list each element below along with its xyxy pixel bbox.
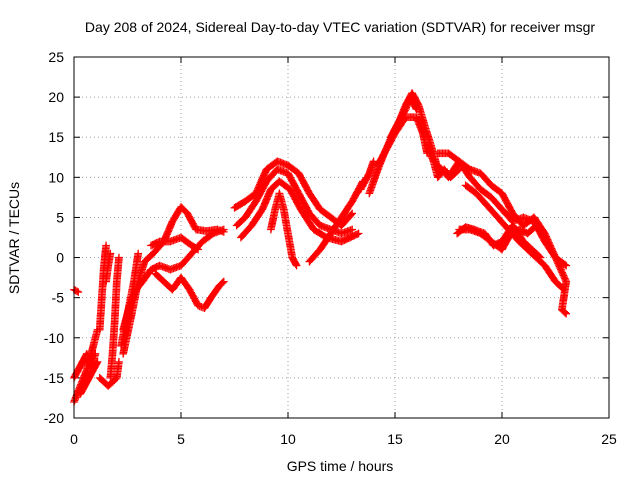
x-tick-label: 25 <box>601 431 617 447</box>
plus-markers <box>119 203 228 358</box>
plus-markers <box>76 357 102 398</box>
track-arc-13 <box>151 269 228 312</box>
track-arc-17 <box>267 189 301 270</box>
track-arc-4 <box>76 357 102 398</box>
x-tick-label: 10 <box>280 431 296 447</box>
x-axis-label: GPS time / hours <box>287 458 394 474</box>
plus-markers <box>70 285 83 296</box>
track-arc-1 <box>70 285 83 296</box>
track-arc-26 <box>461 181 568 294</box>
track-arc-28 <box>453 221 545 262</box>
x-tick-label: 20 <box>494 431 510 447</box>
plus-markers <box>365 93 421 198</box>
plus-markers <box>102 249 115 286</box>
track-arc-8 <box>106 253 123 382</box>
axis-ticks <box>73 56 610 419</box>
x-tick-label: 0 <box>70 431 78 447</box>
y-tick-label: 0 <box>56 250 64 266</box>
plus-markers <box>147 233 202 254</box>
y-tick-label: 5 <box>56 209 64 225</box>
plus-markers <box>106 253 123 382</box>
plus-markers <box>267 189 301 270</box>
x-tick-label: 15 <box>387 431 403 447</box>
plus-markers <box>151 269 228 312</box>
grid <box>74 57 609 418</box>
y-tick-label: -10 <box>44 330 64 346</box>
y-tick-label: 15 <box>48 129 64 145</box>
x-tick-label: 5 <box>177 431 185 447</box>
track-arc-20 <box>365 93 421 198</box>
plus-markers <box>95 357 123 390</box>
plot-frame <box>73 56 610 419</box>
y-tick-label: 20 <box>48 89 64 105</box>
plus-markers <box>461 181 568 294</box>
plus-markers <box>356 157 378 194</box>
y-tick-label: -20 <box>44 410 64 426</box>
y-tick-label: 25 <box>48 49 64 65</box>
chart-title: Day 208 of 2024, Sidereal Day-to-day VTE… <box>85 19 595 35</box>
track-arc-19 <box>356 157 378 194</box>
plus-markers <box>453 221 545 262</box>
plus-markers <box>237 177 363 246</box>
x-axis-tick-labels: 0 5 10 15 20 25 <box>70 431 617 447</box>
track-arc-12 <box>147 233 202 254</box>
y-axis-tick-labels: -20 -15 -10 -5 0 5 10 15 20 25 <box>44 49 64 426</box>
plus-markers <box>95 241 110 334</box>
track-arc-11 <box>119 203 228 358</box>
y-tick-label: -5 <box>52 290 65 306</box>
track-arc-7 <box>102 249 115 286</box>
y-tick-label: 10 <box>48 169 64 185</box>
track-arc-5 <box>95 241 110 334</box>
y-tick-label: -15 <box>44 370 64 386</box>
y-axis-label: SDTVAR / TECUs <box>6 182 22 294</box>
track-arc-6 <box>95 357 123 390</box>
track-arc-16 <box>237 177 363 246</box>
